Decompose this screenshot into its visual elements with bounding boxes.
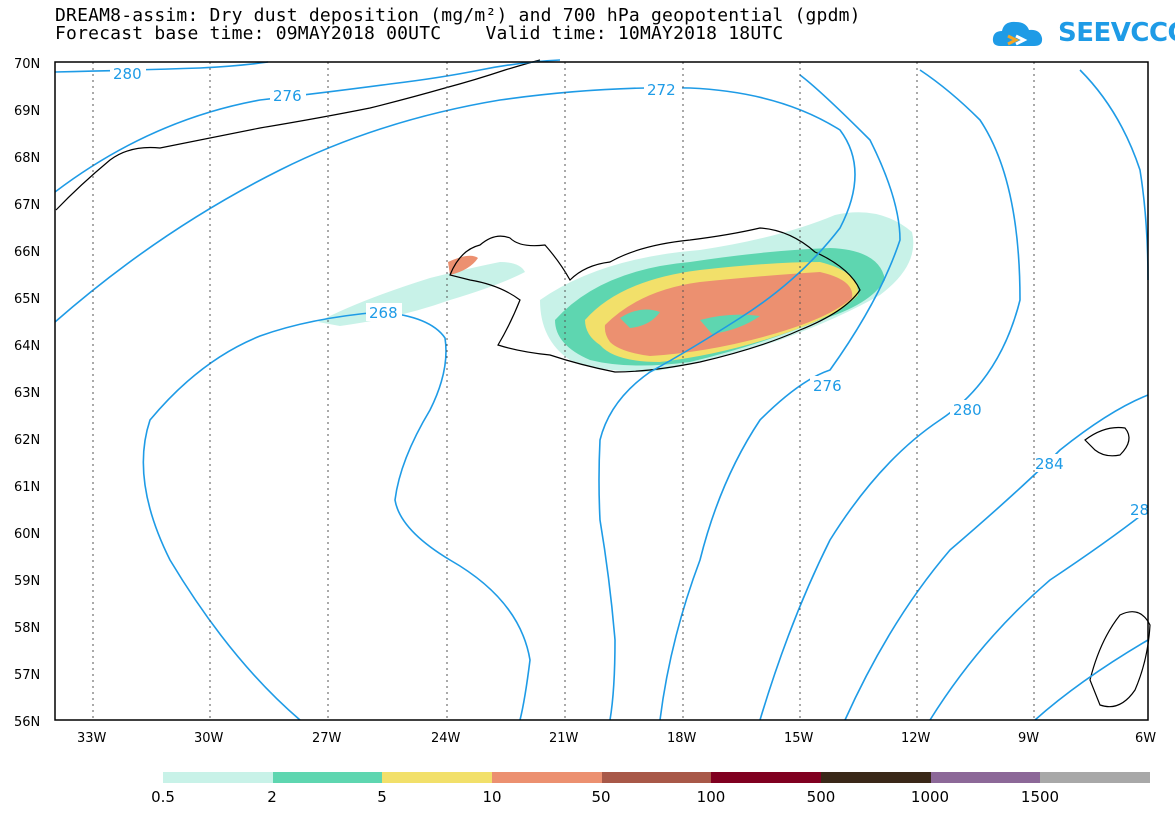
lon-label: 18W (667, 731, 697, 746)
legend-label: 10 (482, 788, 502, 806)
lon-label: 30W (194, 731, 224, 746)
logo-text: SEEVCCC (1058, 18, 1175, 48)
contour-label: 280 (113, 65, 142, 83)
lat-label: 61N (14, 480, 40, 495)
legend-swatch-3 (492, 772, 602, 783)
color-legend (163, 772, 1151, 783)
lon-labels: 33W 30W 27W 24W 21W 18W 15W 12W 9W 6W (77, 731, 1156, 746)
map-frame (54, 61, 1149, 721)
legend-label: 50 (591, 788, 611, 806)
legend-label: 1000 (910, 788, 950, 806)
lat-label: 58N (14, 621, 40, 636)
lon-label: 15W (784, 731, 814, 746)
lon-label: 21W (549, 731, 579, 746)
lon-label: 6W (1135, 731, 1156, 746)
lat-label: 70N (14, 57, 40, 72)
lat-label: 56N (14, 715, 40, 730)
legend-label: 2 (267, 788, 277, 806)
lat-label: 59N (14, 574, 40, 589)
geopotential-contours (54, 59, 1149, 721)
grid (92, 62, 1035, 720)
contour-label: 276 (813, 377, 842, 395)
legend-labels: 0.5 2 5 10 50 100 500 1000 1500 (0, 788, 1175, 808)
legend-swatch-5 (711, 772, 822, 783)
lat-labels: 70N 69N 68N 67N 66N 65N 64N 63N 62N 61N … (14, 57, 40, 730)
lon-label: 9W (1018, 731, 1039, 746)
legend-swatch-0 (163, 772, 273, 783)
lat-label: 69N (14, 104, 40, 119)
contour-label: 280 (953, 401, 982, 419)
lat-label: 66N (14, 245, 40, 260)
legend-swatch-4 (601, 772, 712, 783)
lat-label: 57N (14, 668, 40, 683)
cloud-icon (992, 21, 1043, 46)
lon-label: 24W (431, 731, 461, 746)
lon-label: 12W (901, 731, 931, 746)
legend-label: 500 (806, 788, 836, 806)
lat-label: 63N (14, 386, 40, 401)
legend-label: 5 (377, 788, 387, 806)
contour-label: 284 (1035, 455, 1064, 473)
dust-field (318, 212, 914, 372)
coastlines (55, 59, 1151, 708)
map-subtitle: Forecast base time: 09MAY2018 00UTC Vali… (55, 23, 784, 44)
lat-label: 65N (14, 292, 40, 307)
contour-label: 276 (273, 87, 302, 105)
legend-label: 1500 (1020, 788, 1060, 806)
legend-swatch-2 (382, 772, 493, 783)
legend-swatch-7 (930, 772, 1041, 783)
legend-swatch-1 (272, 772, 383, 783)
lat-label: 68N (14, 151, 40, 166)
contour-label: 272 (647, 81, 676, 99)
lon-label: 27W (312, 731, 342, 746)
contour-labels: 280 276 272 268 276 280 284 28 (110, 64, 1149, 519)
legend-swatch-6 (821, 772, 931, 783)
contour-label: 28 (1130, 501, 1149, 519)
lat-label: 60N (14, 527, 40, 542)
legend-swatch-8 (1040, 772, 1151, 783)
legend-label: 100 (696, 788, 726, 806)
lat-label: 67N (14, 198, 40, 213)
contour-label: 268 (369, 304, 398, 322)
lon-label: 33W (77, 731, 107, 746)
map-title: DREAM8-assim: Dry dust deposition (mg/m²… (55, 5, 861, 26)
lat-label: 64N (14, 339, 40, 354)
legend-label: 0.5 (151, 788, 175, 806)
lat-label: 62N (14, 433, 40, 448)
